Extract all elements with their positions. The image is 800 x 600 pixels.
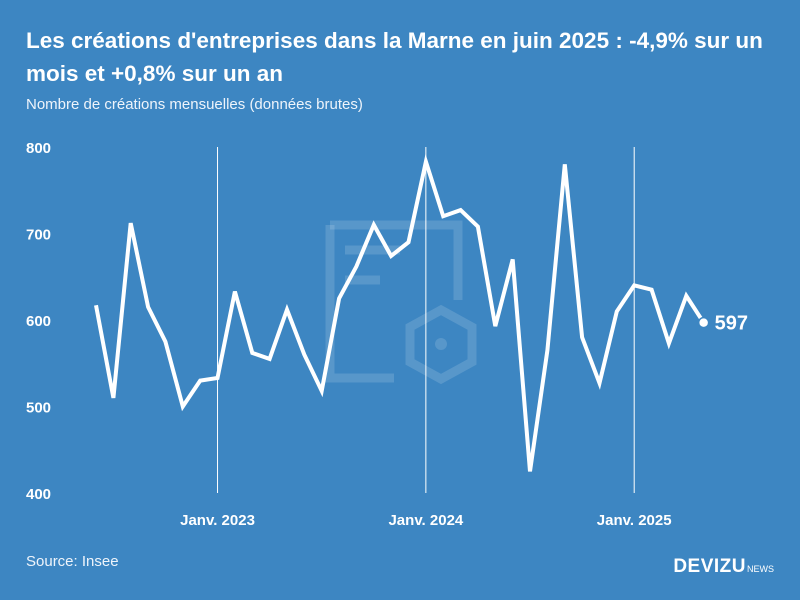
y-tick-label: 500 — [26, 400, 51, 417]
x-tick-label: Janv. 2023 — [180, 512, 255, 529]
x-tick-label: Janv. 2025 — [597, 512, 672, 529]
chart-subtitle: Nombre de créations mensuelles (données … — [26, 96, 363, 113]
source-note: Source: Insee — [26, 553, 119, 570]
y-tick-label: 400 — [26, 486, 51, 503]
series-layer: 597 — [94, 153, 748, 472]
series-line — [94, 153, 706, 472]
brand-logo: DEVIZUNEWS — [673, 556, 774, 578]
x-axis: Janv. 2023 Janv. 2024 Janv. 2025 — [180, 147, 672, 529]
y-tick-label: 800 — [26, 140, 51, 157]
x-tick-label: Janv. 2024 — [388, 512, 463, 529]
brand-name: DEVIZU — [673, 556, 746, 577]
y-tick-label: 600 — [26, 313, 51, 330]
chart-title: Les créations d'entreprises dans la Marn… — [26, 28, 763, 86]
y-axis: 400 500 600 700 800 — [26, 140, 51, 503]
last-value-label: 597 — [715, 313, 748, 335]
last-point-marker — [697, 316, 710, 329]
y-tick-label: 700 — [26, 227, 51, 244]
brand-sub: NEWS — [747, 564, 774, 574]
